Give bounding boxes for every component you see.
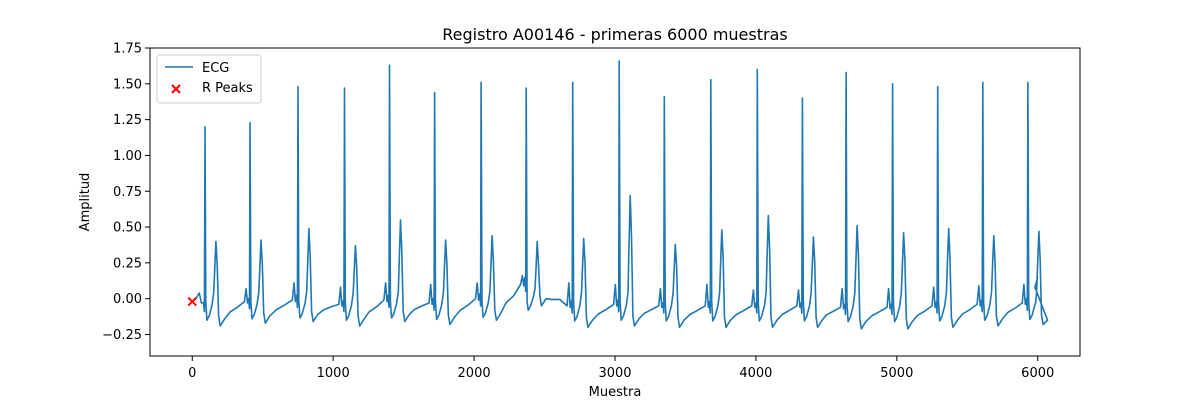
y-tick-label: 0.00 — [113, 292, 142, 307]
legend: ECG R Peaks — [156, 54, 262, 104]
y-axis: −0.25 0.00 0.25 0.50 0.75 1.00 1.25 1.50 1.75 — [102, 42, 150, 343]
r-peak-marker — [187, 296, 197, 307]
y-tick-label: 1.50 — [113, 77, 142, 92]
x-tick-label: 6000 — [1021, 366, 1054, 381]
x-tick-label: 4000 — [739, 366, 772, 381]
x-axis-title: Muestra — [589, 385, 642, 400]
ecg-series-line — [191, 60, 1049, 330]
legend-rpeaks-swatch — [171, 84, 181, 94]
plot-area — [187, 60, 1049, 330]
y-tick-label: 0.25 — [113, 256, 142, 271]
y-tick-label: 0.50 — [113, 221, 142, 236]
x-tick-label: 0 — [188, 366, 196, 381]
r-peaks-markers — [187, 296, 197, 307]
x-tick-label: 5000 — [880, 366, 913, 381]
y-axis-title: Amplitud — [78, 173, 93, 232]
x-axis: 0 1000 2000 3000 4000 5000 6000 — [188, 356, 1054, 381]
y-tick-label: 1.00 — [113, 149, 142, 164]
x-tick-label: 2000 — [458, 366, 491, 381]
y-tick-label: 1.75 — [113, 42, 142, 57]
x-tick-label: 3000 — [598, 366, 631, 381]
chart-title: Registro A00146 - primeras 6000 muestras — [442, 25, 787, 44]
x-tick-label: 1000 — [317, 366, 350, 381]
legend-rpeaks-label: R Peaks — [202, 81, 253, 96]
y-tick-label: −0.25 — [102, 328, 142, 343]
legend-ecg-label: ECG — [202, 61, 229, 76]
y-tick-label: 0.75 — [113, 185, 142, 200]
y-tick-label: 1.25 — [113, 113, 142, 128]
